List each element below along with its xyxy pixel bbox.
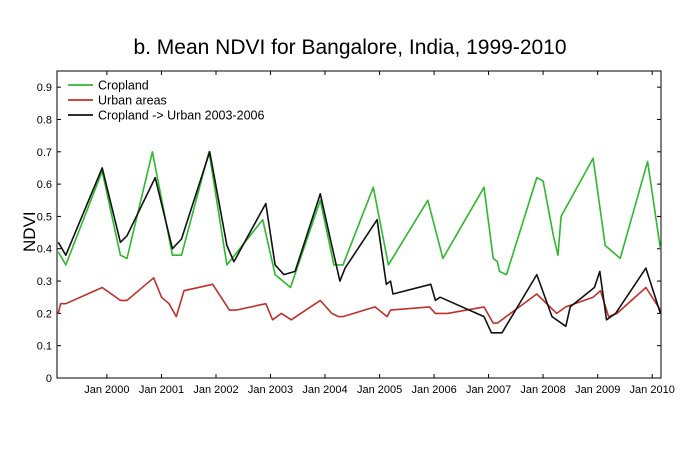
- x-tick-label: Jan 2003: [248, 384, 293, 396]
- series-lines: [57, 151, 662, 334]
- y-tick-label: 0.3: [37, 276, 52, 288]
- axes-frame: [56, 70, 662, 379]
- series-line-2: [57, 151, 662, 334]
- y-tick-label: 0.8: [37, 114, 52, 126]
- x-tick-label: Jan 2004: [302, 384, 347, 396]
- legend-label-2: Cropland -> Urban 2003-2006: [98, 109, 264, 123]
- y-tick-label: 0.2: [37, 308, 52, 320]
- series-line-1: [57, 277, 662, 324]
- x-tick-label: Jan 2000: [84, 384, 129, 396]
- legend-label-0: Cropland: [98, 79, 149, 93]
- y-tick-label: 0: [46, 373, 52, 385]
- x-tick-label: Jan 2010: [630, 384, 675, 396]
- x-tick-label: Jan 2005: [357, 384, 402, 396]
- y-tick-label: 0.1: [37, 341, 52, 353]
- x-tick-label: Jan 2001: [139, 384, 184, 396]
- x-axis-ticks: Jan 2000 Jan 2001 Jan 2002 Jan 2003 Jan 2004…: [84, 71, 675, 396]
- x-tick-label: Jan 2002: [193, 384, 238, 396]
- y-tick-label: 0.4: [37, 244, 52, 256]
- x-tick-label: Jan 2007: [466, 384, 511, 396]
- y-tick-label: 0.7: [37, 147, 52, 159]
- x-tick-label: Jan 2009: [575, 384, 620, 396]
- chart-title: b. Mean NDVI for Bangalore, India, 1999-…: [133, 36, 567, 59]
- y-axis-ticks: 0 0.1 0.2 0.3 0.4 0.5 0.6 0.7 0.8 0.9: [37, 82, 661, 385]
- series-line-0: [57, 151, 662, 289]
- y-tick-label: 0.5: [37, 211, 52, 223]
- legend-label-1: Urban areas: [98, 94, 167, 108]
- x-tick-label: Jan 2006: [411, 384, 456, 396]
- y-tick-label: 0.9: [37, 82, 52, 94]
- y-tick-label: 0.6: [37, 179, 52, 191]
- x-tick-label: Jan 2008: [520, 384, 565, 396]
